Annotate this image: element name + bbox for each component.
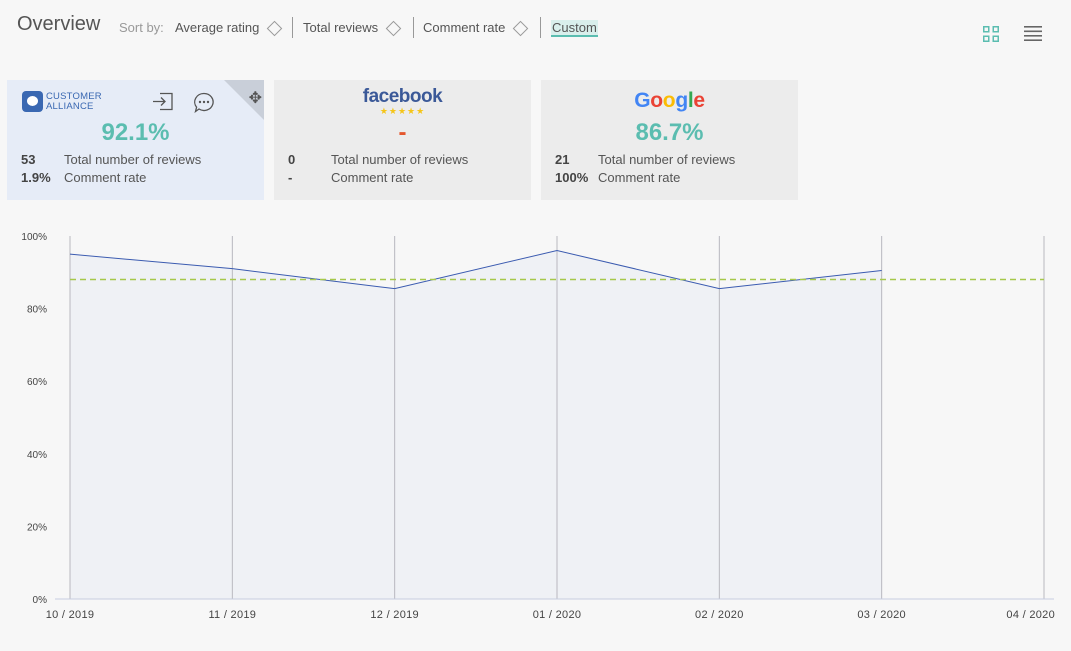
- comment-rate-row: - Comment rate: [288, 170, 413, 185]
- logo-line: ALLIANCE: [46, 100, 94, 112]
- star-rating-icon: ★★★★★: [379, 106, 426, 116]
- google-logo: Google: [541, 89, 798, 113]
- x-tick-label: 01 / 2020: [533, 609, 582, 621]
- comment-rate-label: Comment rate: [64, 170, 147, 185]
- comment-rate-value: 1.9%: [21, 170, 51, 185]
- google-logo-letter: o: [650, 89, 663, 112]
- x-tick-label: 10 / 2019: [46, 609, 95, 621]
- sort-toggle-icon: [385, 20, 402, 36]
- x-tick-label: 03 / 2020: [857, 609, 906, 621]
- x-tick-label: 11 / 2019: [208, 609, 256, 621]
- google-logo-letter: e: [693, 89, 705, 112]
- divider: [540, 17, 541, 38]
- x-tick-label: 02 / 2020: [695, 609, 744, 621]
- series-line: [69, 250, 882, 290]
- google-logo-letter: l: [687, 89, 694, 112]
- sort-comment-rate-label: Comment rate: [423, 20, 506, 35]
- login-icon[interactable]: [152, 92, 174, 111]
- divider: [413, 17, 414, 38]
- reviews-count: 0: [288, 152, 296, 167]
- y-tick-label: 20%: [27, 522, 47, 533]
- comment-rate-label: Comment rate: [598, 170, 681, 185]
- card-corner: [224, 80, 264, 120]
- sort-average-rating[interactable]: Average rating: [175, 20, 283, 36]
- sort-toggle-icon: [267, 20, 283, 36]
- chat-bubble-icon: [22, 91, 43, 112]
- sort-total-reviews[interactable]: Total reviews: [303, 20, 402, 36]
- source-card-facebook[interactable]: facebook ★★★★★ - 0 Total number of review…: [274, 80, 531, 200]
- comment-icon[interactable]: [193, 92, 215, 113]
- reviews-label: Total number of reviews: [331, 152, 469, 167]
- reviews-label: Total number of reviews: [598, 152, 736, 167]
- card-score: 92.1%: [101, 119, 170, 146]
- custom-sort-button[interactable]: Custom: [551, 20, 598, 37]
- sort-by-label: Sort by:: [119, 20, 164, 35]
- facebook-logo: facebook ★★★★★: [274, 87, 531, 116]
- reviews-label: Total number of reviews: [64, 152, 202, 167]
- facebook-wordmark: facebook: [362, 86, 443, 107]
- y-tick-label: 0%: [33, 595, 48, 606]
- customer-alliance-logo: CUSTOMER ALLIANCE: [22, 91, 102, 112]
- x-tick-label: 12 / 2019: [370, 609, 419, 621]
- comment-rate-value: -: [288, 170, 293, 185]
- sort-average-rating-label: Average rating: [175, 20, 260, 35]
- sort-toggle-icon: [513, 20, 529, 36]
- google-logo-letter: g: [675, 89, 688, 112]
- x-tick-label: 04 / 2020: [1006, 609, 1055, 621]
- toolbar: Overview Sort by: Average rating Total r…: [0, 0, 1071, 60]
- divider: [292, 17, 293, 38]
- source-card-google[interactable]: Google 86.7% 21 Total number of reviews 1…: [541, 80, 798, 200]
- move-icon[interactable]: ✥: [248, 90, 262, 107]
- page-title: Overview: [17, 13, 101, 35]
- rating-trend-chart: 0% 20% 40% 60% 80% 100% 10 / 2019 11 / 2019 12 /…: [21, 232, 1055, 621]
- sort-total-reviews-label: Total reviews: [303, 20, 379, 35]
- comment-rate-row: 1.9% Comment rate: [21, 170, 146, 185]
- series-area: [70, 250, 882, 599]
- card-score: 86.7%: [635, 119, 704, 146]
- reviews-row: 0 Total number of reviews: [288, 152, 468, 167]
- card-score: -: [398, 119, 407, 146]
- google-logo-letter: G: [634, 89, 651, 112]
- reviews-row: 53 Total number of reviews: [21, 152, 201, 167]
- y-tick-label: 40%: [27, 450, 47, 461]
- reviews-count: 53: [21, 152, 36, 167]
- list-view-icon[interactable]: [1024, 26, 1042, 41]
- grid-view-icon[interactable]: [983, 26, 999, 42]
- reviews-count: 21: [555, 152, 570, 167]
- logo-line: CUSTOMER: [46, 90, 102, 102]
- reviews-row: 21 Total number of reviews: [555, 152, 735, 167]
- sort-comment-rate[interactable]: Comment rate: [423, 20, 529, 36]
- comment-rate-value: 100%: [555, 170, 589, 185]
- comment-rate-label: Comment rate: [331, 170, 414, 185]
- source-card-customer-alliance[interactable]: CUSTOMER ALLIANCE ✥ 92.1% 53 Total number…: [7, 80, 264, 200]
- y-tick-label: 100%: [21, 232, 47, 243]
- y-tick-label: 60%: [27, 377, 47, 388]
- y-tick-label: 80%: [27, 305, 47, 316]
- google-logo-letter: o: [662, 89, 676, 112]
- comment-rate-row: 100% Comment rate: [555, 170, 680, 185]
